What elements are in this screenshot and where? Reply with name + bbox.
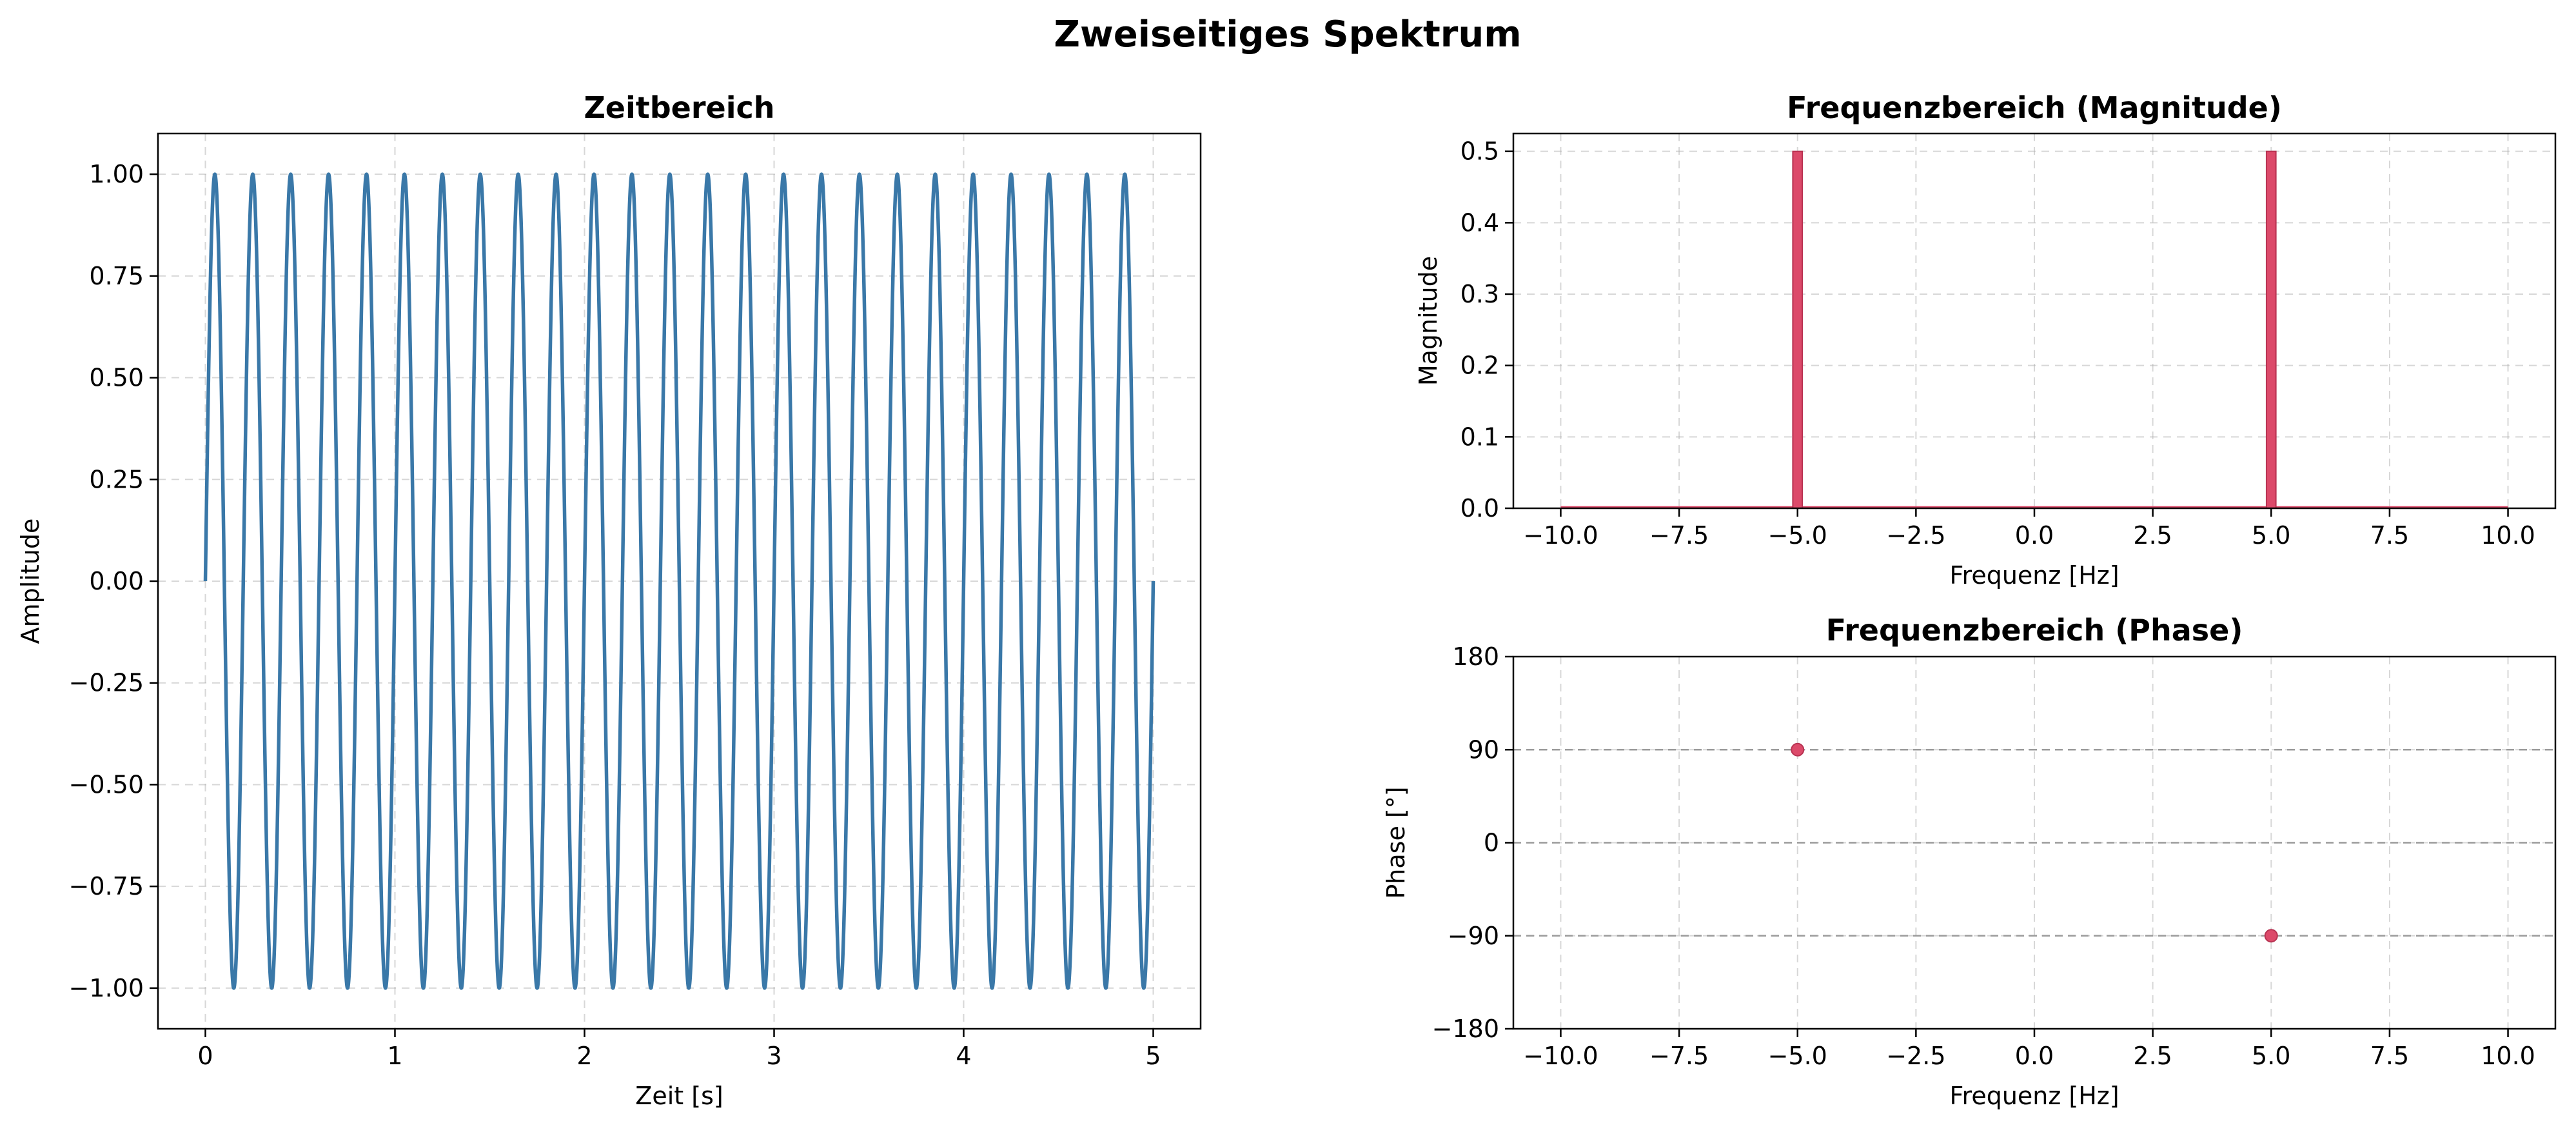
x-tick-label: 2 [576, 1042, 592, 1070]
plots: 0 1 2 3 4 5−1.00−0.75−0.50−0.250.000.250.500.… [16, 90, 2557, 1110]
x-tick-label: 0.0 [2015, 1042, 2054, 1070]
x-tick-label: 0.0 [2015, 521, 2054, 550]
y-axis-label: Magnitude [1414, 256, 1442, 386]
x-tick-label: −7.5 [1649, 521, 1709, 550]
x-tick-label: 5.0 [2252, 1042, 2290, 1070]
x-tick-label: −7.5 [1649, 1042, 1709, 1070]
x-tick-label: −2.5 [1886, 521, 1945, 550]
y-tick-label: 1.00 [89, 160, 144, 188]
axes-title: Frequenzbereich (Phase) [1826, 613, 2243, 648]
x-tick-label: 7.5 [2370, 521, 2409, 550]
x-tick-label: 10.0 [2481, 521, 2535, 550]
x-axis-label: Zeit [s] [635, 1082, 723, 1110]
x-tick-label: 5 [1145, 1042, 1161, 1070]
x-tick-label: 7.5 [2370, 1042, 2409, 1070]
figure-title: Zweiseitiges Spektrum [1054, 14, 1521, 55]
y-tick-label: 0.4 [1460, 208, 1499, 237]
y-tick-label: 0.1 [1460, 422, 1499, 451]
y-tick-label: −180 [1432, 1015, 1499, 1043]
y-tick-label: 0.3 [1460, 280, 1499, 308]
axes-title: Zeitbereich [584, 90, 774, 125]
y-tick-label: −0.75 [69, 872, 144, 900]
magnitude-bar [1792, 150, 1804, 509]
y-tick-label: −0.25 [69, 669, 144, 697]
x-tick-label: −10.0 [1523, 1042, 1598, 1070]
signal-line [203, 172, 1155, 990]
x-axis-label: Frequenz [Hz] [1949, 1082, 2119, 1110]
y-tick-label: 0.0 [1460, 494, 1499, 522]
y-axis-label: Amplitude [16, 519, 44, 644]
x-axis-label: Frequenz [Hz] [1949, 561, 2119, 590]
magnitude-bar [2265, 150, 2277, 509]
x-tick-label: 10.0 [2481, 1042, 2535, 1070]
x-tick-label: −10.0 [1523, 521, 1598, 550]
phase-point [2264, 929, 2278, 943]
y-tick-label: −0.50 [69, 770, 144, 799]
x-tick-label: 0 [197, 1042, 213, 1070]
x-tick-label: 3 [766, 1042, 782, 1070]
y-tick-label: 0.75 [89, 262, 144, 290]
x-tick-label: −5.0 [1768, 521, 1827, 550]
axes-phase: −10.0 −7.5 −5.0 −2.5 0.0 2.5 5.0 7.5 10.0 −180 −90… [1382, 613, 2557, 1110]
axes-magnitude: −10.0 −7.5 −5.0 −2.5 0.0 2.5 5.0 7.5 10.0 0.0 0.1 0… [1414, 90, 2557, 590]
y-axis-label: Phase [°] [1382, 786, 1410, 899]
x-tick-label: 2.5 [2133, 521, 2172, 550]
x-tick-label: 4 [956, 1042, 971, 1070]
y-tick-label: 90 [1468, 735, 1499, 764]
y-tick-label: 0.50 [89, 364, 144, 392]
x-tick-label: −2.5 [1886, 1042, 1945, 1070]
y-tick-label: 180 [1452, 642, 1499, 671]
x-tick-label: 5.0 [2252, 521, 2290, 550]
y-tick-label: 0.25 [89, 465, 144, 493]
axes-title: Frequenzbereich (Magnitude) [1787, 90, 2282, 125]
axes-time: 0 1 2 3 4 5 −1.00 −0.75 −0.50 −0.25 0.00 0.25 0.50 0.… [16, 90, 1202, 1110]
x-tick-label: 1 [387, 1042, 402, 1070]
y-tick-label: −90 [1448, 922, 1499, 950]
x-tick-label: 2.5 [2133, 1042, 2172, 1070]
y-tick-label: 0.5 [1460, 137, 1499, 166]
y-tick-label: 0.2 [1460, 352, 1499, 380]
y-tick-label: 0.00 [89, 567, 144, 595]
y-tick-label: 0 [1484, 829, 1499, 857]
y-tick-label: −1.00 [69, 974, 144, 1002]
x-tick-label: −5.0 [1768, 1042, 1827, 1070]
phase-point [1791, 742, 1805, 757]
